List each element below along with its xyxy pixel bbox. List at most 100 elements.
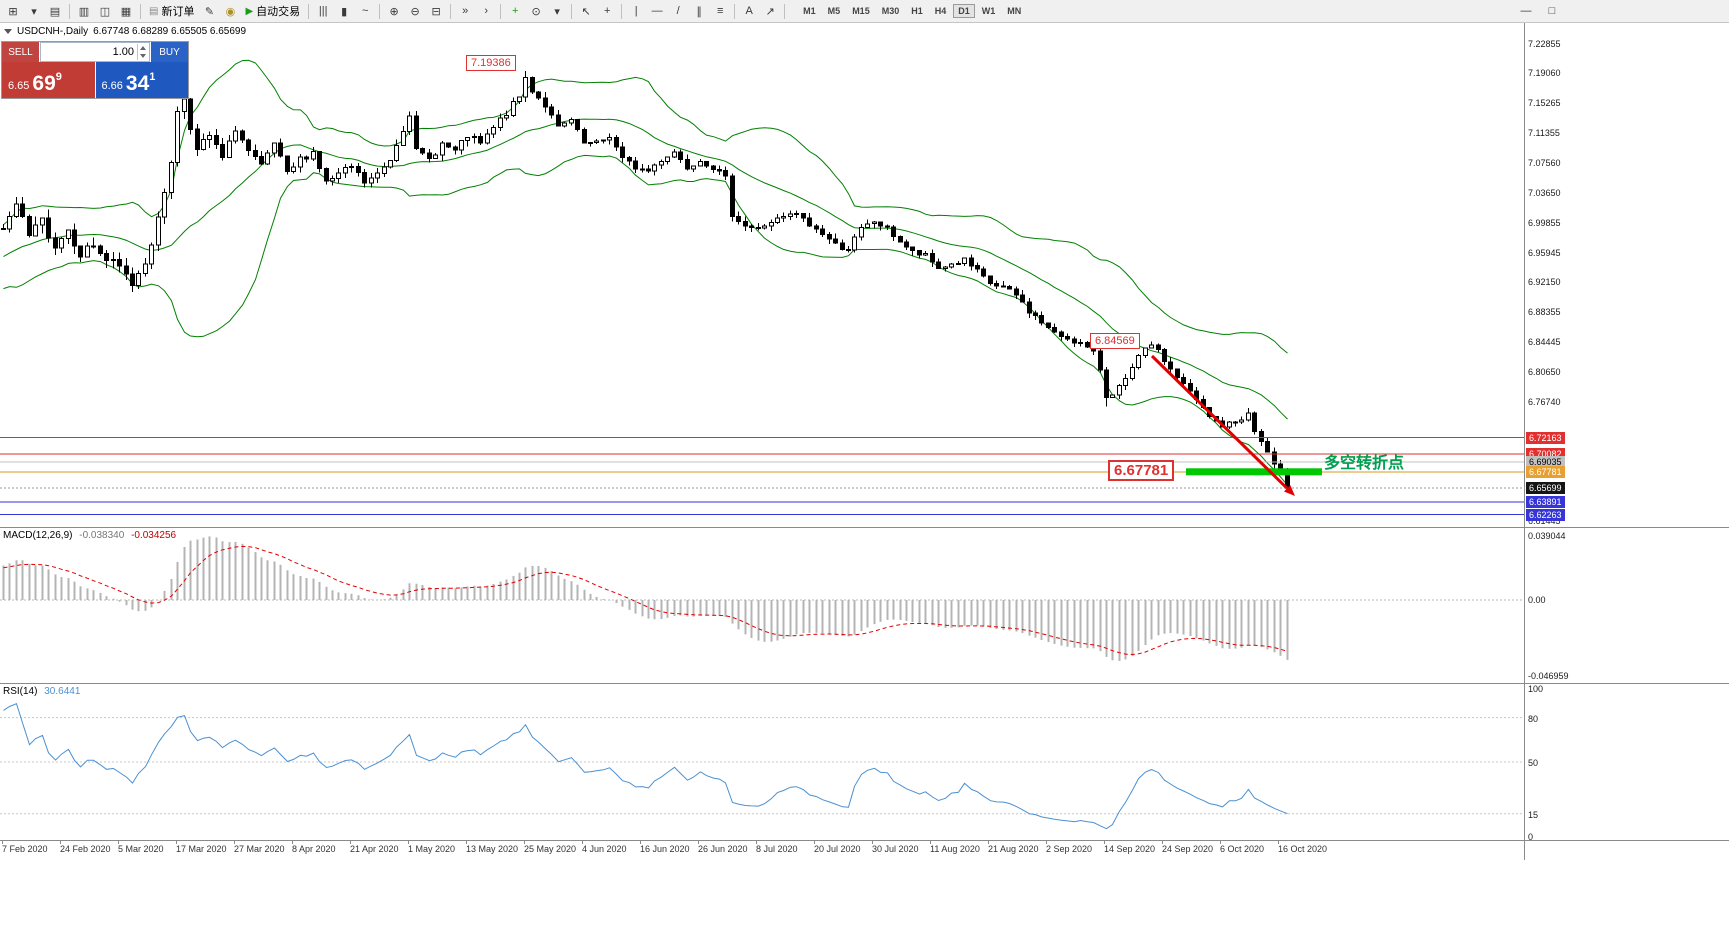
timeframe-h4-button[interactable]: H4 xyxy=(934,6,947,16)
support-price-annotation[interactable]: 6.67781 xyxy=(1108,460,1175,481)
volume-input[interactable]: 1.00 xyxy=(40,42,150,62)
rsi-panel-canvas[interactable] xyxy=(0,684,1524,840)
chart-shift-icon[interactable]: › xyxy=(484,5,488,17)
auto-scroll-icon[interactable]: » xyxy=(462,5,469,17)
line-chart-icon[interactable]: ~ xyxy=(361,5,369,17)
horizontal-line-icon[interactable]: — xyxy=(651,5,663,17)
price-scale-separator xyxy=(1524,23,1525,860)
community-icon[interactable]: ◉ xyxy=(225,5,236,18)
data-window-icon[interactable]: ◫ xyxy=(99,5,111,18)
time-axis-label: 30 Jul 2020 xyxy=(872,844,919,854)
window-restore-button[interactable]: □ xyxy=(1548,5,1556,17)
sell-price-main: 6.65 xyxy=(8,80,30,92)
timeframe-m30-button[interactable]: M30 xyxy=(881,6,900,16)
timeframe-m15-button[interactable]: M15 xyxy=(852,6,870,16)
volume-up-icon[interactable] xyxy=(140,46,146,50)
profiles-icon[interactable]: ▤ xyxy=(49,5,61,18)
price-axis-label: 7.07560 xyxy=(1528,157,1561,168)
timeframe-m5-button[interactable]: M5 xyxy=(827,6,841,16)
time-axis-label: 25 May 2020 xyxy=(524,844,577,854)
cursor-icon[interactable]: ↖ xyxy=(581,5,591,18)
timeframe-m1-button[interactable]: M1 xyxy=(803,6,816,16)
volume-value: 1.00 xyxy=(112,46,134,58)
buy-button[interactable]: BUY xyxy=(151,42,188,62)
time-axis-tick xyxy=(60,840,61,844)
new-order-button[interactable]: ▤ 新订单 xyxy=(145,2,198,20)
macd-scale-label: -0.046959 xyxy=(1528,671,1569,682)
toolbar-separator xyxy=(450,3,452,19)
rsi-scale-label: 50 xyxy=(1528,758,1539,768)
time-axis-label: 17 Mar 2020 xyxy=(176,844,227,854)
bar-chart-icon[interactable]: ||| xyxy=(318,5,328,17)
time-axis-label: 27 Mar 2020 xyxy=(234,844,285,854)
time-axis-tick xyxy=(466,840,467,844)
vertical-line-icon[interactable]: | xyxy=(634,5,638,17)
time-axis-tick xyxy=(872,840,873,844)
channel-icon[interactable]: ∥ xyxy=(696,5,702,18)
main-chart-canvas[interactable] xyxy=(0,23,1524,527)
resistance-tag-1: 6.72163 xyxy=(1526,431,1565,444)
price-axis-label: 7.19060 xyxy=(1528,68,1561,79)
time-axis-label: 7 Feb 2020 xyxy=(2,844,48,854)
time-axis-tick xyxy=(582,840,583,844)
buy-price-display[interactable]: 6.66 34 1 xyxy=(95,62,188,98)
time-axis-tick xyxy=(176,840,177,844)
toolbar-button-label: 自动交易 xyxy=(256,6,301,18)
arrows-icon[interactable]: ↗ xyxy=(765,5,775,18)
rsi-panel-separator[interactable] xyxy=(0,683,1729,684)
market-watch-icon[interactable]: ▥ xyxy=(78,5,90,18)
time-axis-tick xyxy=(930,840,931,844)
rsi-scale-label: 15 xyxy=(1528,809,1539,820)
text-label-icon[interactable]: A xyxy=(745,5,753,17)
main-toolbar: ⊞ ▾ ▤ ▥ ◫ ▦ ▤ 新订单 ✎ ◉ ▶ 自动交易 ||| ▮ ~ ⊕ ⊖ ⊟ » › + ⊙ ▾ ↖ + | — / ∥ ≡ A ↗ M… xyxy=(0,0,1729,23)
support-tag: 6.67781 xyxy=(1526,465,1565,478)
swing-price-annotation[interactable]: 6.84569 xyxy=(1090,333,1140,349)
timeframe-h1-button[interactable]: H1 xyxy=(911,6,923,16)
volume-stepper[interactable] xyxy=(137,44,148,60)
macd-signal-value: -0.034256 xyxy=(131,530,177,541)
time-axis-tick xyxy=(1220,840,1221,844)
zoom-out-icon[interactable]: ⊖ xyxy=(410,5,420,18)
sell-price-display[interactable]: 6.65 69 9 xyxy=(2,62,95,98)
fibonacci-icon[interactable]: ≡ xyxy=(716,5,724,17)
candlestick-chart-icon[interactable]: ▮ xyxy=(341,5,348,18)
tile-windows-icon[interactable]: ⊟ xyxy=(431,5,441,18)
periods-icon[interactable]: ⊙ xyxy=(531,5,541,18)
rsi-indicator-label: RSI(14) 30.6441 xyxy=(3,686,80,697)
price-axis-label: 7.15265 xyxy=(1528,97,1561,108)
navigator-icon[interactable]: ▦ xyxy=(120,5,132,18)
price-axis-label: 6.84445 xyxy=(1528,337,1561,348)
timeframe-mn-button[interactable]: MN xyxy=(1007,6,1022,16)
new-order-icon: ▤ xyxy=(149,5,159,17)
metaeditor-icon[interactable]: ✎ xyxy=(204,5,215,18)
indicators-icon[interactable]: + xyxy=(511,5,519,17)
macd-scale-label: 0.00 xyxy=(1528,595,1546,605)
time-axis-label: 6 Oct 2020 xyxy=(1220,844,1265,854)
target-tag-1: 6.63891 xyxy=(1526,495,1565,508)
time-axis-tick xyxy=(988,840,989,844)
price-axis-label: 7.22855 xyxy=(1528,39,1561,49)
zoom-in-icon[interactable]: ⊕ xyxy=(389,5,399,18)
trendline-icon[interactable]: / xyxy=(676,5,680,17)
price-axis-label: 7.11355 xyxy=(1528,128,1560,139)
price-axis-label: 6.80650 xyxy=(1528,366,1561,377)
one-click-panel-toggle-icon[interactable] xyxy=(4,29,12,34)
macd-panel-separator[interactable] xyxy=(0,527,1729,528)
volume-down-icon[interactable] xyxy=(140,54,146,58)
new-chart-icon[interactable]: ⊞ xyxy=(8,5,18,18)
toolbar-separator xyxy=(734,3,736,19)
chart-list-dropdown-icon[interactable]: ▾ xyxy=(31,5,37,18)
high-price-annotation[interactable]: 7.19386 xyxy=(466,55,516,71)
window-minimize-button[interactable]: — xyxy=(1520,5,1532,17)
sell-button[interactable]: SELL xyxy=(2,42,39,62)
price-axis-label: 6.92150 xyxy=(1528,277,1561,288)
turning-point-note[interactable]: 多空转折点 xyxy=(1324,455,1405,472)
auto-trading-button[interactable]: ▶ 自动交易 xyxy=(241,2,304,20)
timeframe-d1-button[interactable]: D1 xyxy=(953,4,975,18)
crosshair-icon[interactable]: + xyxy=(603,5,611,17)
templates-icon[interactable]: ▾ xyxy=(554,5,560,18)
time-axis-label: 13 May 2020 xyxy=(466,844,519,854)
timeframe-w1-button[interactable]: W1 xyxy=(981,6,996,16)
macd-panel-canvas[interactable] xyxy=(0,528,1524,683)
rsi-value: 30.6441 xyxy=(44,686,81,697)
